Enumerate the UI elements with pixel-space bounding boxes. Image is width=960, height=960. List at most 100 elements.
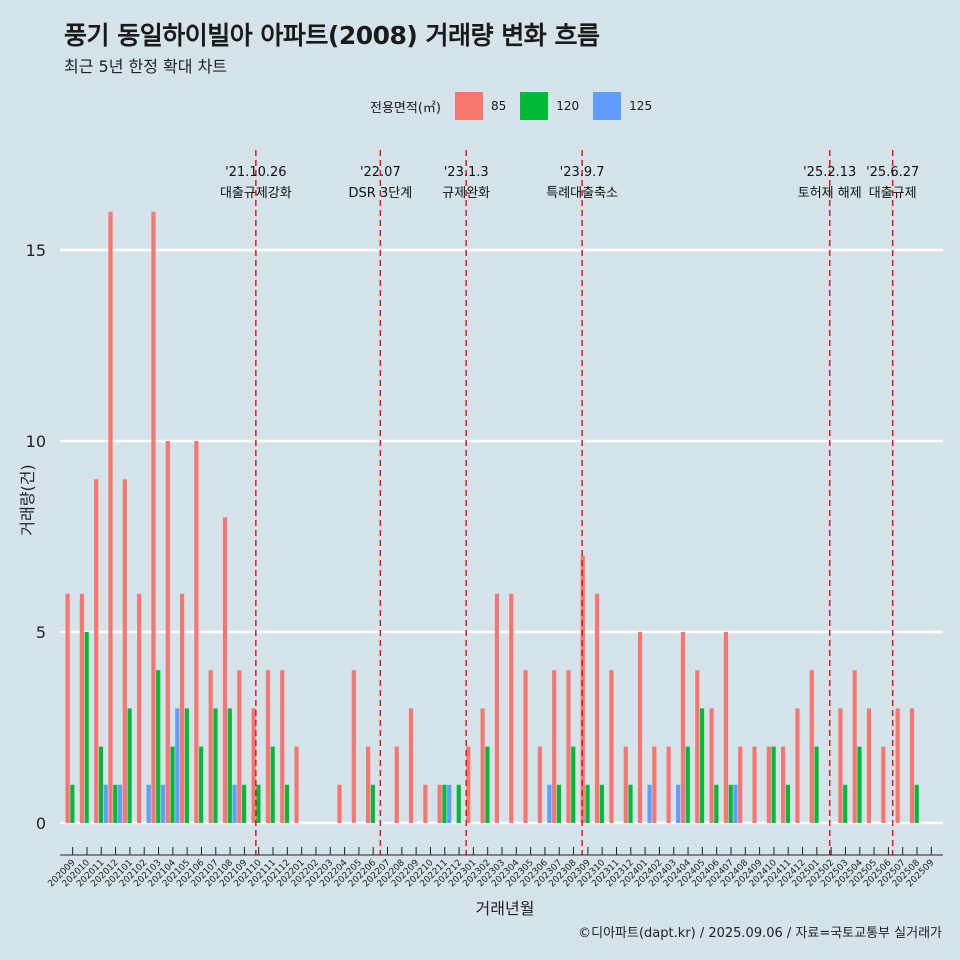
legend-swatch-125 xyxy=(593,92,622,120)
bar-202404-120 xyxy=(685,746,690,823)
bar-202206-120 xyxy=(370,784,375,823)
event-name-label: 토허제 해제 xyxy=(798,186,862,201)
event-name-label: DSR 3단계 xyxy=(349,186,413,201)
bar-202306-85 xyxy=(537,746,542,823)
bar-202508-120 xyxy=(914,784,919,823)
bar-202412-85 xyxy=(795,708,800,823)
chart-title: 풍기 동일하이빌아 아파트(2008) 거래량 변화 흐름 xyxy=(64,21,600,50)
bar-202401-85 xyxy=(637,632,643,823)
bar-202306-125 xyxy=(547,784,552,823)
bar-202307-85 xyxy=(552,670,557,823)
bar-202501-85 xyxy=(809,670,814,823)
bar-202309-120 xyxy=(585,784,590,823)
bar-202102-85 xyxy=(137,593,142,823)
bar-202212-120 xyxy=(456,784,461,823)
bar-202110-85 xyxy=(251,708,256,823)
y-axis-label: 거래량(건) xyxy=(18,464,37,535)
bar-202205-85 xyxy=(351,670,356,823)
legend-swatch-120 xyxy=(520,92,549,120)
bar-202506-85 xyxy=(881,746,886,823)
bar-202101-85 xyxy=(122,479,127,823)
legend-item-120: 120 xyxy=(520,92,579,120)
bar-202308-85 xyxy=(566,670,571,823)
event-name-label: 규제완화 xyxy=(442,186,490,201)
bar-202312-120 xyxy=(628,784,633,823)
bar-202204-85 xyxy=(337,784,342,823)
bar-202405-120 xyxy=(699,708,705,823)
bar-202501-120 xyxy=(814,746,819,823)
bar-202012-120 xyxy=(113,784,118,823)
bar-202401-125 xyxy=(647,784,652,823)
bar-202507-85 xyxy=(895,708,900,823)
event-lines: '21.10.26 대출규제강화 '22.07 DSR 3단계 '23.1.3 규제완화 '… xyxy=(220,150,919,855)
legend-title: 전용면적(㎡) xyxy=(370,100,441,116)
y-tick-label: 0 xyxy=(36,814,46,833)
bar-202407-125 xyxy=(733,784,738,823)
bar-202103-125 xyxy=(160,784,166,823)
bar-202011-120 xyxy=(98,746,104,823)
y-tick-label: 5 xyxy=(36,623,46,642)
bar-202011-125 xyxy=(103,784,108,823)
legend-label-85: 85 xyxy=(490,99,507,113)
legend-label-125: 125 xyxy=(629,99,653,113)
y-tick-label: 10 xyxy=(26,432,46,451)
bar-202109-85 xyxy=(237,670,242,823)
legend: 전용면적(㎡) 85 120 125 xyxy=(370,92,660,120)
bar-202104-85 xyxy=(165,441,170,823)
bar-202101-120 xyxy=(127,708,132,823)
bar-202211-125 xyxy=(447,784,452,823)
legend-item-125: 125 xyxy=(593,92,652,120)
bar-202112-120 xyxy=(284,784,290,823)
bar-202112-85 xyxy=(280,670,285,823)
bar-202407-120 xyxy=(728,784,733,823)
bar-202104-120 xyxy=(170,746,175,823)
bar-202104-125 xyxy=(175,708,180,823)
bar-202009-85 xyxy=(65,593,70,823)
bar-202201-85 xyxy=(294,746,299,823)
bar-202503-120 xyxy=(843,784,848,823)
bar-202211-85 xyxy=(437,784,442,823)
x-axis-label: 거래년월 xyxy=(476,899,535,918)
bar-202410-120 xyxy=(771,746,776,823)
bar-202107-120 xyxy=(213,708,218,823)
chart-subtitle: 최근 5년 한정 확대 차트 xyxy=(64,57,228,76)
bar-202403-85 xyxy=(666,746,671,823)
bar-202206-85 xyxy=(366,746,371,823)
source-credit: ©디아파트(dapt.kr) / 2025.09.06 / 자료=국토교통부 실… xyxy=(578,926,942,941)
legend-swatch-85 xyxy=(454,92,483,120)
bar-202307-120 xyxy=(556,784,562,823)
bar-202504-120 xyxy=(857,746,862,823)
bar-202210-85 xyxy=(423,784,428,823)
bar-202504-85 xyxy=(852,670,857,823)
event-date-label: '25.2.13 xyxy=(803,165,856,180)
bar-202111-85 xyxy=(265,670,271,823)
bar-202312-85 xyxy=(623,746,628,823)
event-name-label: 대출규제강화 xyxy=(220,186,292,201)
bar-202107-85 xyxy=(208,670,213,823)
legend-label-120: 120 xyxy=(556,99,580,113)
legend-item-85: 85 xyxy=(454,92,507,120)
event-date-label: '23.9.7 xyxy=(560,165,605,180)
bar-202211-120 xyxy=(442,784,447,823)
bar-202305-85 xyxy=(523,670,528,823)
event-date-label: '21.10.26 xyxy=(225,165,286,180)
bar-202403-125 xyxy=(676,784,681,823)
bar-202103-120 xyxy=(156,670,161,823)
bar-202410-85 xyxy=(766,746,771,823)
bar-202302-120 xyxy=(485,746,490,823)
bar-202109-120 xyxy=(242,784,247,823)
bar-202301-85 xyxy=(466,746,471,823)
bar-202011-85 xyxy=(94,479,99,823)
bar-202406-120 xyxy=(714,784,719,823)
event-name-label: 대출규제 xyxy=(869,186,917,201)
bar-202108-120 xyxy=(227,708,232,823)
bar-202505-85 xyxy=(866,708,872,823)
bar-202009-120 xyxy=(70,784,75,823)
event-date-label: '22.07 xyxy=(360,165,401,180)
event-date-label: '23.1.3 xyxy=(444,165,489,180)
event-date-label: '25.6.27 xyxy=(866,165,919,180)
bar-202402-85 xyxy=(652,746,657,823)
bar-202309-85 xyxy=(580,555,585,823)
bar-202407-85 xyxy=(723,632,728,823)
